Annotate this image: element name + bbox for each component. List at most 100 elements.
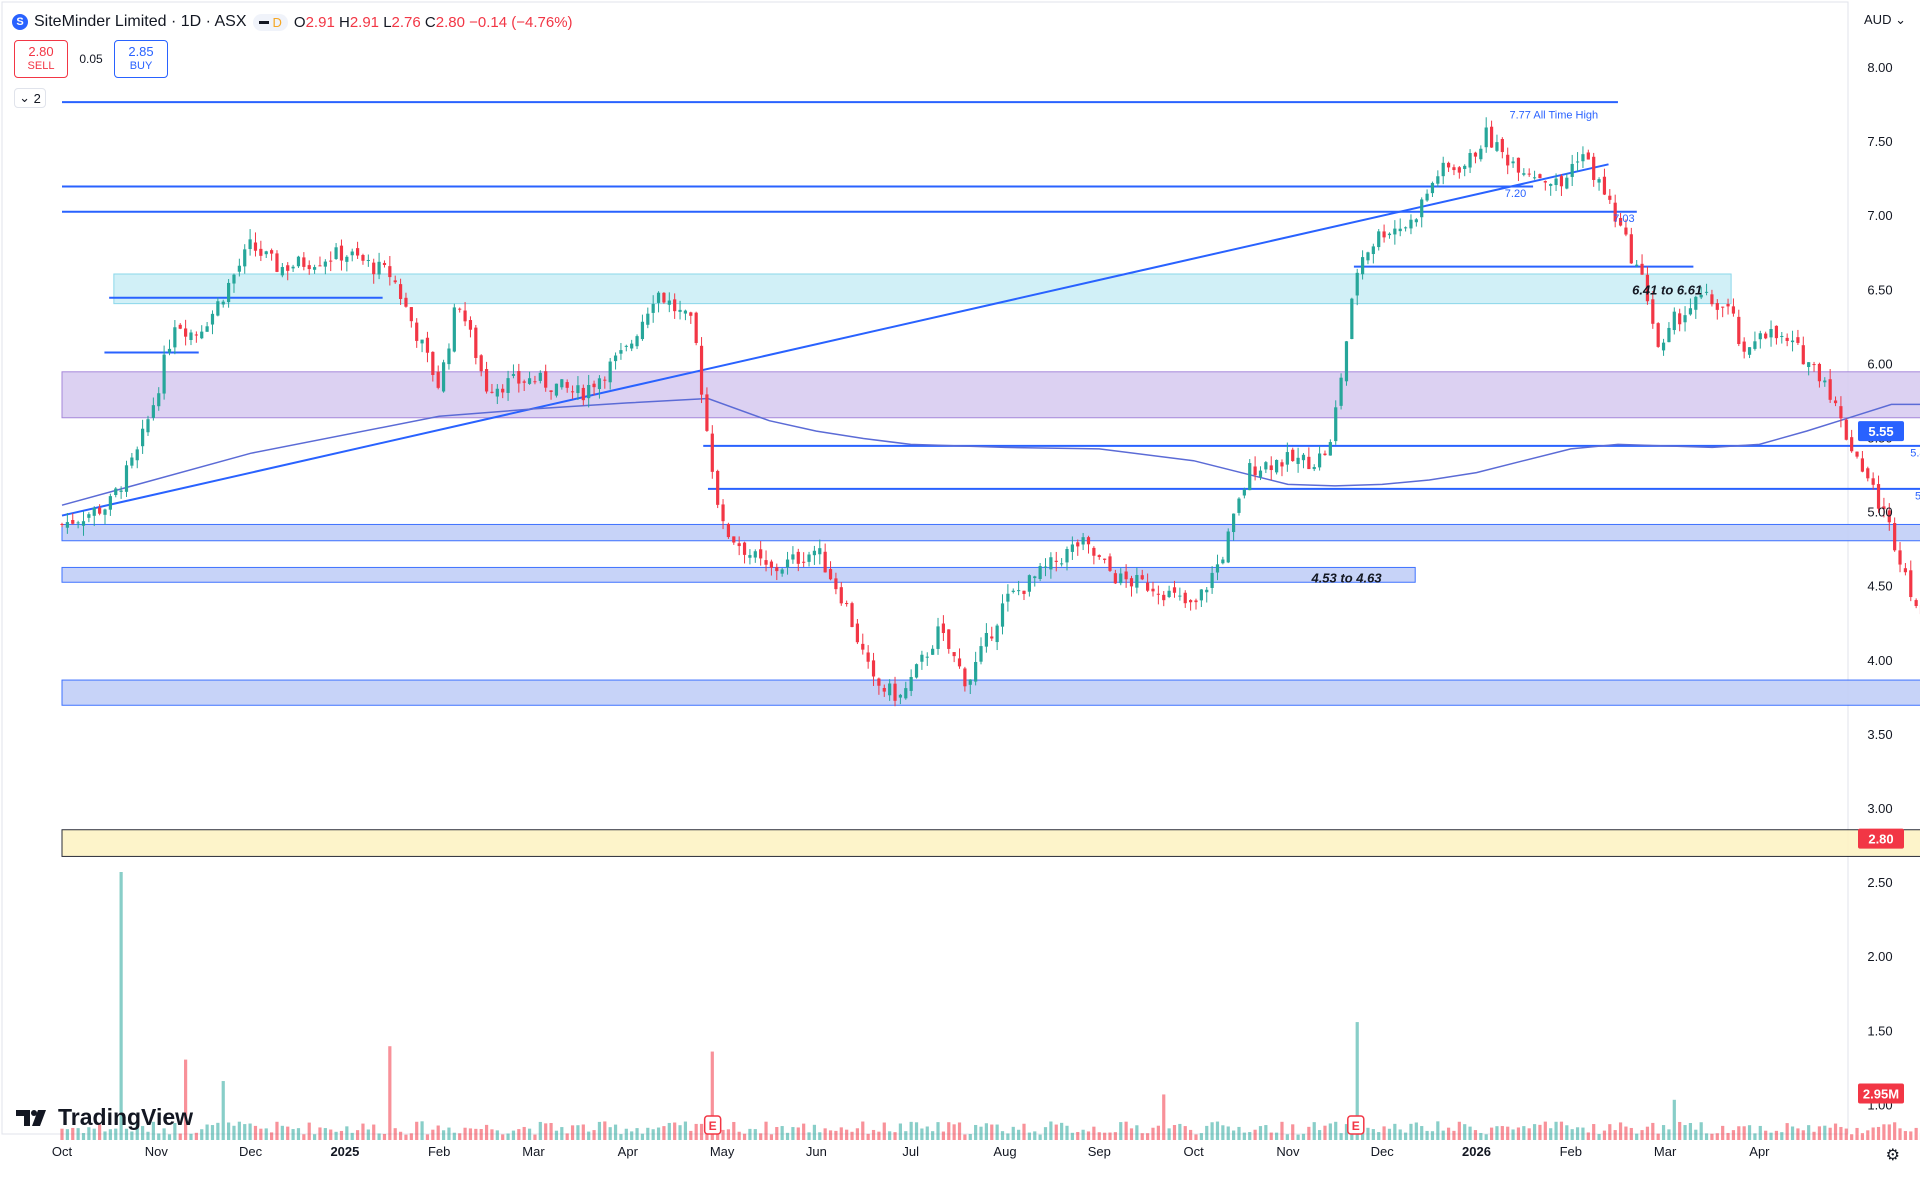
candle-body	[818, 548, 822, 555]
candle-body	[1624, 227, 1628, 235]
x-axis-tick-label: Dec	[1371, 1144, 1395, 1159]
volume-bar	[1522, 1126, 1526, 1140]
candle-body	[130, 457, 134, 466]
volume-bar	[1672, 1099, 1676, 1140]
volume-bar	[1409, 1123, 1413, 1140]
volume-bar	[828, 1130, 833, 1140]
candle-body	[124, 465, 129, 492]
x-axis-tick-label: Oct	[1183, 1144, 1204, 1159]
support-resistance-zone[interactable]	[61, 829, 1920, 857]
candle-body	[404, 297, 408, 307]
volume-bar	[699, 1123, 704, 1140]
volume-bar	[1635, 1133, 1639, 1140]
candle-body	[527, 378, 532, 384]
support-resistance-zone[interactable]	[61, 566, 1416, 583]
candle-body	[87, 514, 91, 518]
currency-selector[interactable]: AUD ⌄	[1864, 12, 1906, 28]
volume-bar	[769, 1134, 774, 1140]
volume-bar	[737, 1131, 741, 1140]
volume-bar	[517, 1129, 521, 1140]
candle-body	[1119, 573, 1123, 584]
candle-body	[1721, 306, 1725, 308]
candle-body	[227, 282, 231, 303]
volume-bar	[248, 1123, 252, 1140]
volume-bar	[1516, 1127, 1521, 1140]
x-axis-tick-label: Aug	[993, 1144, 1016, 1159]
candle-body	[517, 371, 521, 384]
candle-body	[1086, 537, 1091, 545]
volume-bar	[914, 1122, 919, 1140]
candle-body	[748, 555, 752, 558]
volume-bar	[667, 1122, 671, 1140]
volume-bar	[759, 1133, 763, 1140]
volume-bar	[909, 1121, 913, 1140]
candle-body	[1011, 590, 1015, 592]
candle-body	[178, 324, 182, 329]
support-resistance-zone[interactable]	[61, 371, 1920, 419]
volume-bar	[1307, 1126, 1311, 1140]
candle-body	[1850, 437, 1854, 452]
candle-body	[1592, 156, 1596, 180]
volume-bar	[108, 1129, 112, 1140]
candle-body	[1441, 162, 1445, 177]
volume-bar	[65, 1129, 69, 1140]
volume-bar	[1275, 1132, 1279, 1140]
symbol-title[interactable]: SiteMinder Limited · 1D · ASX	[34, 13, 247, 30]
volume-bar	[1764, 1130, 1768, 1140]
candle-body	[1060, 563, 1064, 565]
volume-bar	[296, 1128, 301, 1140]
candle-body	[200, 331, 204, 339]
zone-label: 7.03	[1613, 213, 1634, 225]
candle-body	[1688, 308, 1693, 315]
volume-bar	[678, 1125, 682, 1140]
candle-body	[345, 256, 349, 262]
candle-body	[135, 449, 139, 461]
volume-bar	[1156, 1125, 1160, 1140]
support-resistance-zone[interactable]	[113, 273, 1732, 305]
volume-bar	[1006, 1133, 1010, 1140]
x-axis-tick-label: Nov	[1276, 1144, 1300, 1159]
interval-badge[interactable]: D	[252, 13, 288, 31]
volume-bar	[624, 1128, 628, 1140]
candle-body	[1844, 419, 1848, 440]
earnings-marker[interactable]	[703, 1115, 722, 1135]
x-axis-tick-label: Mar	[522, 1144, 545, 1159]
settings-gear-icon[interactable]: ⚙	[1885, 1147, 1900, 1164]
tradingview-logo-icon	[16, 1109, 46, 1126]
candle-body	[425, 337, 430, 353]
candle-body	[103, 509, 107, 515]
volume-bar	[1618, 1122, 1623, 1140]
volume-bar	[1710, 1133, 1714, 1140]
volume-bar	[1855, 1127, 1859, 1140]
volume-bar	[1780, 1132, 1784, 1140]
trendline[interactable]	[61, 163, 1609, 517]
volume-bar	[1871, 1127, 1875, 1140]
indicator-toggle-button[interactable]: ⌄ 2	[14, 88, 46, 108]
y-axis-tick-label: 5.00	[1867, 505, 1892, 520]
volume-bar	[307, 1122, 311, 1140]
volume-bar	[834, 1130, 838, 1140]
volume-bar	[592, 1130, 596, 1140]
support-resistance-zone[interactable]	[61, 679, 1920, 706]
candle-body	[1694, 296, 1698, 310]
volume-bar	[630, 1131, 634, 1140]
currency-label: AUD	[1864, 12, 1892, 27]
volume-bar	[1092, 1126, 1096, 1140]
candle-body	[361, 255, 365, 261]
support-resistance-zone[interactable]	[61, 523, 1920, 542]
candle-body	[1860, 458, 1865, 472]
sell-button[interactable]: 2.80 SELL	[14, 40, 68, 78]
volume-bar	[855, 1128, 860, 1140]
volume-bar	[1403, 1132, 1408, 1140]
candle-body	[1452, 167, 1456, 171]
buy-button[interactable]: 2.85 BUY	[114, 40, 168, 78]
candle-body	[974, 661, 978, 682]
candle-body	[495, 388, 499, 397]
candle-body	[570, 391, 575, 393]
volume-bar	[1081, 1129, 1085, 1140]
earnings-marker[interactable]	[1347, 1115, 1365, 1135]
y-axis-tick-label: 2.50	[1867, 875, 1892, 890]
volume-bar	[1914, 1127, 1918, 1140]
candle-body	[796, 551, 800, 564]
